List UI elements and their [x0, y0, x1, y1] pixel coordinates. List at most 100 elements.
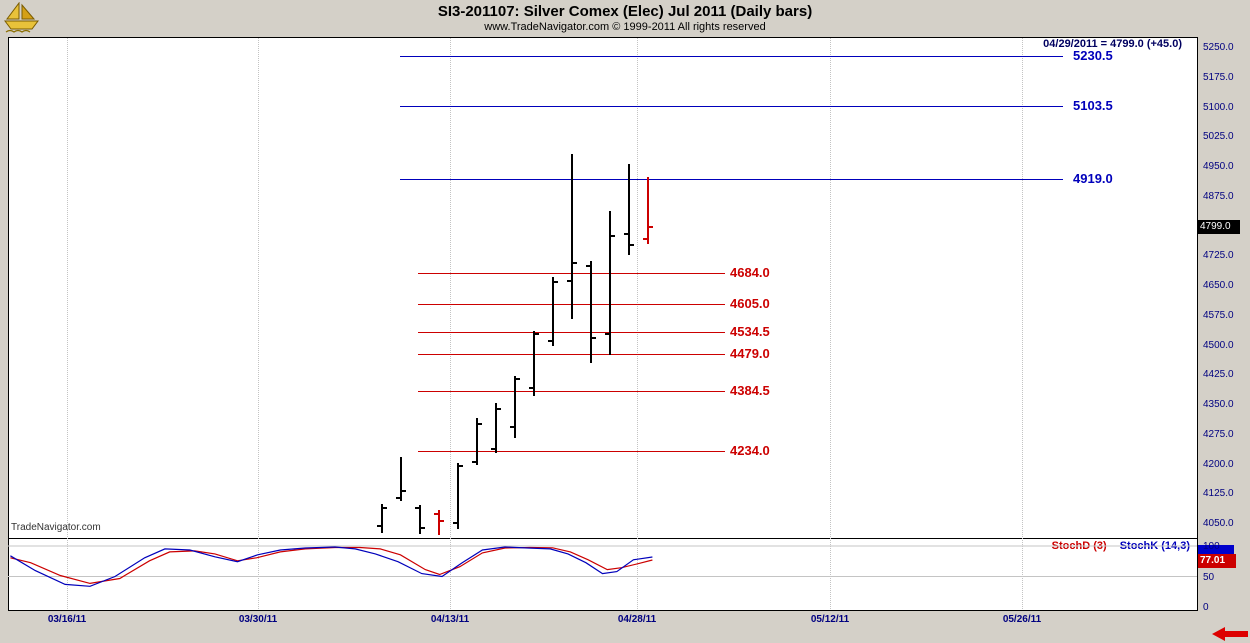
ohlc-bar [514, 376, 516, 438]
ohlc-bar [381, 504, 383, 534]
open-tick [472, 460, 476, 463]
close-tick [478, 422, 482, 425]
open-tick [491, 448, 495, 451]
support-line-label: 4684.0 [730, 264, 770, 280]
ohlc-bar [476, 417, 478, 466]
price-axis-label: 4125.0 [1203, 488, 1234, 500]
price-axis-label: 4950.0 [1203, 161, 1234, 172]
resistance-line [400, 179, 1063, 181]
date-gridline [637, 38, 638, 609]
open-tick [453, 522, 457, 525]
open-tick [624, 232, 628, 235]
price-axis-label: 5025.0 [1203, 131, 1234, 143]
resistance-line-label: 4919.0 [1073, 171, 1113, 187]
last-price-box: 4799.0 [1198, 219, 1240, 234]
ohlc-bar [495, 402, 497, 454]
support-line-label: 4234.0 [730, 443, 770, 458]
copyright-text: www.TradeNavigator.com © 1999-2011 All r… [484, 21, 766, 33]
date-axis-label: 03/16/11 [47, 614, 87, 625]
close-tick [402, 490, 406, 493]
ohlc-bar [628, 163, 630, 256]
ohlc-bar [438, 509, 440, 536]
watermark-text: TradeNavigator.com [11, 522, 101, 533]
price-axis-label: 5100.0 [1203, 101, 1234, 113]
support-line-label: 4605.0 [730, 295, 770, 311]
date-axis-label: 04/13/11 [430, 614, 470, 625]
tradenavigator-logo-icon[interactable] [4, 1, 40, 35]
price-axis-label: 4500.0 [1203, 339, 1234, 351]
stochd-value-box: 77.01 [1198, 554, 1236, 568]
price-axis-label: 5250.0 [1203, 42, 1234, 53]
resistance-line [400, 55, 1063, 57]
open-tick [377, 524, 381, 527]
date-gridline [258, 38, 259, 609]
date-axis-label: 05/26/11 [1002, 614, 1042, 625]
price-axis-label: 4275.0 [1203, 428, 1234, 440]
open-tick [586, 265, 590, 268]
price-axis-label: 5175.0 [1203, 71, 1234, 83]
stochastic-plot [8, 545, 1197, 587]
price-axis-label: 4650.0 [1203, 280, 1234, 291]
stoch-axis-label: 50 [1203, 571, 1215, 583]
stoch-axis-label: 100 [1203, 541, 1220, 552]
ohlc-bar [647, 176, 649, 244]
support-line [418, 451, 725, 452]
open-tick [415, 507, 419, 510]
support-line [418, 353, 725, 355]
ohlc-bar [457, 462, 459, 529]
chart-title: SI3-201107: Silver Comex (Elec) Jul 2011… [437, 3, 813, 20]
ohlc-bar [552, 277, 554, 347]
open-tick [510, 425, 514, 428]
panel-separator [9, 538, 1197, 539]
close-tick [649, 225, 653, 228]
close-tick [535, 333, 539, 336]
stoch-axis-label: 0 [1203, 602, 1209, 613]
price-axis-label: 4050.0 [1203, 518, 1234, 529]
stochk-line [10, 546, 653, 587]
ohlc-bar [571, 153, 573, 319]
price-axis-label: 4575.0 [1203, 309, 1234, 321]
close-tick [573, 261, 577, 264]
date-axis-label: 04/28/11 [617, 614, 657, 625]
support-line [418, 331, 725, 333]
close-tick [554, 281, 558, 284]
open-tick [567, 280, 571, 283]
open-tick [396, 497, 400, 500]
close-tick [611, 235, 615, 238]
open-tick [434, 513, 438, 516]
date-axis-label: 03/30/11 [238, 614, 278, 625]
resistance-line-label: 5103.5 [1073, 98, 1113, 114]
close-tick [630, 243, 634, 246]
price-axis-label: 4725.0 [1203, 250, 1234, 262]
resistance-line-label: 5230.5 [1073, 47, 1113, 63]
open-tick [548, 339, 552, 342]
close-tick [421, 526, 425, 529]
support-line [418, 391, 725, 393]
price-axis-label: 4875.0 [1203, 190, 1234, 202]
date-gridline [830, 38, 831, 609]
support-line-label: 4384.5 [730, 383, 770, 399]
open-tick [605, 333, 609, 336]
support-line-label: 4534.5 [730, 323, 770, 339]
stochd-line [10, 546, 653, 585]
price-axis-label: 4425.0 [1203, 369, 1234, 381]
close-tick [440, 519, 444, 522]
price-axis-label: 4350.0 [1203, 399, 1234, 410]
date-gridline [1022, 38, 1023, 609]
close-tick [497, 407, 501, 410]
ohlc-bar [400, 457, 402, 501]
date-gridline [450, 38, 451, 609]
price-axis-label: 4200.0 [1203, 458, 1234, 470]
ohlc-bar [533, 330, 535, 396]
scroll-left-arrow-icon[interactable] [1212, 627, 1248, 641]
close-tick [516, 378, 520, 381]
close-tick [592, 336, 596, 339]
close-tick [459, 465, 463, 468]
support-line-label: 4479.0 [730, 345, 770, 361]
last-quote-text: 04/29/2011 = 4799.0 (+45.0) [1043, 38, 1182, 50]
chart-plot-area[interactable] [8, 37, 1198, 611]
open-tick [529, 387, 533, 390]
resistance-line [400, 106, 1063, 108]
date-axis-label: 05/12/11 [810, 614, 850, 625]
